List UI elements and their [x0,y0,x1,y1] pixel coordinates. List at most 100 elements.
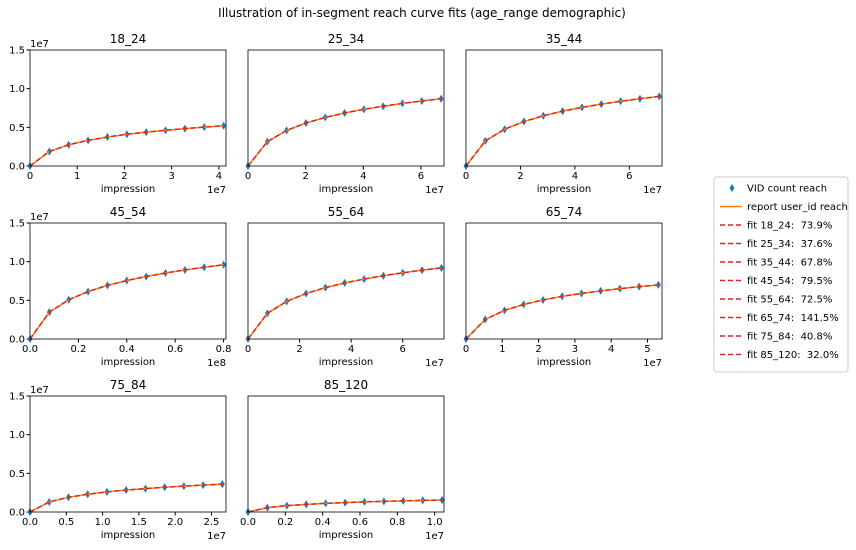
fit-line [465,95,660,167]
y-tick-label: 1.0 [9,84,25,95]
axes-frame [247,49,445,167]
y-offset: 1e7 [30,212,49,223]
x-offset: 1e7 [425,185,444,196]
legend-label: fit 65_74: 141.5% [747,313,839,324]
fit-line [247,267,442,340]
y-offset: 1e7 [30,39,49,50]
x-tick-label: 0.2 [70,344,86,355]
axes-frame [29,49,227,167]
x-tick-label: 0.0 [22,344,38,355]
y-tick-label: 1.0 [9,257,25,268]
x-axis-label: impression [319,530,374,541]
x-offset: 1e7 [425,531,444,542]
y-tick-label: 1.5 [9,219,25,230]
legend-label: VID count reach [747,184,827,195]
data-line [247,97,442,167]
data-line [29,264,224,340]
axes-frame [29,222,227,340]
data-line [247,267,442,340]
fit-line [29,125,224,167]
y-tick-label: 0.5 [9,296,25,307]
legend-label: fit 55_64: 72.5% [747,295,832,306]
y-tick-label: 0.0 [9,162,25,173]
x-tick-label: 6 [400,344,406,355]
x-offset: 1e7 [425,358,444,369]
subplot-title: 18_24 [110,32,147,46]
x-tick-label: 0.0 [22,517,38,528]
x-axis-label: impression [537,184,592,195]
subplot-title: 85_120 [324,378,368,392]
x-tick-label: 2.0 [167,517,183,528]
data-line [465,95,660,167]
figure-title: Illustration of in-segment reach curve f… [218,6,626,20]
x-axis-label: impression [101,530,156,541]
x-tick-label: 0.4 [315,517,331,528]
x-tick-label: 4 [360,171,366,182]
x-tick-label: 0 [245,344,251,355]
x-tick-label: 2 [296,344,302,355]
x-tick-label: 6 [418,171,424,182]
x-axis-label: impression [101,184,156,195]
subplot-title: 65_74 [546,205,583,219]
x-tick-label: 1.5 [131,517,147,528]
x-axis-label: impression [319,184,374,195]
axes-frame [29,395,227,513]
x-tick-label: 3 [572,344,578,355]
axes-frame [247,222,445,340]
x-tick-label: 0.2 [277,517,293,528]
legend-label: fit 85_120: 32.0% [747,350,839,361]
y-tick-label: 0.5 [9,469,25,480]
legend-label: report user_id reach [747,202,848,213]
x-tick-label: 0 [245,171,251,182]
x-tick-label: 0.8 [389,517,405,528]
y-tick-label: 1.5 [9,46,25,57]
subplot-title: 45_54 [110,205,147,219]
x-tick-label: 1 [499,344,505,355]
x-axis-label: impression [319,357,374,368]
x-tick-label: 2.5 [204,517,220,528]
y-tick-label: 1.5 [9,392,25,403]
x-tick-label: 0.6 [167,344,183,355]
x-tick-label: 2 [121,171,127,182]
x-offset: 1e8 [207,358,226,369]
legend-label: fit 45_54: 79.5% [747,276,832,287]
fit-line [247,97,442,167]
x-tick-label: 0 [463,344,469,355]
axes-frame [465,222,663,340]
x-tick-label: 0.8 [216,344,232,355]
subplot-title: 25_34 [328,32,365,46]
y-tick-label: 1.0 [9,430,25,441]
subplot-title: 35_44 [546,32,583,46]
x-tick-label: 6 [626,171,632,182]
x-tick-label: 2 [517,171,523,182]
legend-label: fit 18_24: 73.9% [747,221,832,232]
legend-label: fit 75_84: 40.8% [747,332,832,343]
x-tick-label: 2 [535,344,541,355]
x-offset: 1e7 [207,531,226,542]
legend-label: fit 25_34: 37.6% [747,239,832,250]
x-offset: 1e7 [207,185,226,196]
axes-frame [247,395,445,513]
x-tick-label: 3 [168,171,174,182]
x-tick-label: 0 [463,171,469,182]
subplot-title: 55_64 [328,205,365,219]
x-tick-label: 4 [348,344,354,355]
x-tick-label: 1.0 [427,517,443,528]
y-tick-label: 0.0 [9,335,25,346]
x-tick-label: 4 [216,171,222,182]
x-tick-label: 1 [74,171,80,182]
x-tick-label: 2 [302,171,308,182]
x-tick-label: 0.0 [240,517,256,528]
fit-line [29,483,223,513]
y-offset: 1e7 [30,385,49,396]
x-tick-label: 4 [608,344,614,355]
legend-box [713,176,849,373]
x-axis-label: impression [101,357,156,368]
legend-label: fit 35_44: 67.8% [747,258,832,269]
x-tick-label: 0.5 [58,517,74,528]
fit-line [465,284,659,340]
subplot-title: 75_84 [110,378,147,392]
x-tick-label: 0.4 [119,344,135,355]
x-offset: 1e7 [643,358,662,369]
